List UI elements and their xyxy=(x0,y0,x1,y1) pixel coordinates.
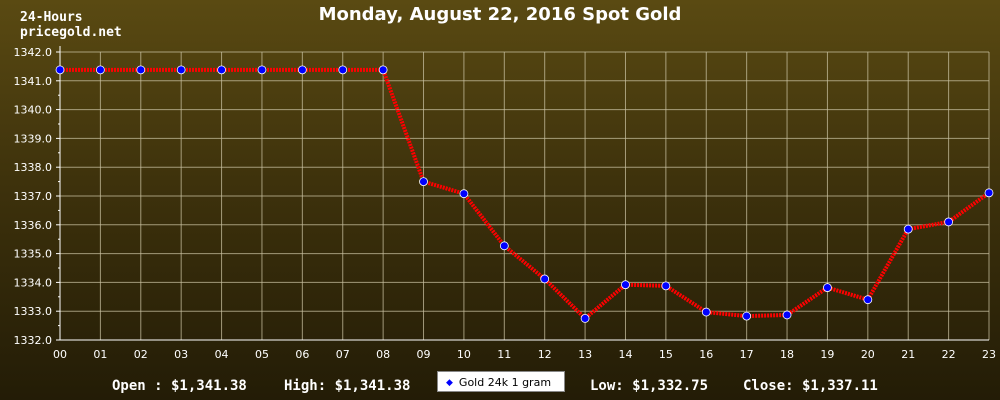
y-tick-label: 1335.0 xyxy=(14,248,53,261)
x-tick-label: 14 xyxy=(618,348,632,361)
y-tick-label: 1338.0 xyxy=(14,161,53,174)
data-point xyxy=(701,307,711,317)
data-point xyxy=(176,65,186,75)
x-tick-label: 12 xyxy=(538,348,552,361)
data-point xyxy=(863,295,873,305)
y-tick-label: 1339.0 xyxy=(14,132,53,145)
y-tick-label: 1342.0 xyxy=(14,46,53,59)
x-tick-label: 01 xyxy=(93,348,107,361)
data-point xyxy=(55,65,65,75)
x-tick-label: 09 xyxy=(417,348,431,361)
data-point xyxy=(580,313,590,323)
x-tick-label: 20 xyxy=(861,348,875,361)
y-tick-label: 1341.0 xyxy=(14,75,53,88)
data-point xyxy=(782,310,792,320)
data-point xyxy=(95,65,105,75)
data-point xyxy=(257,65,267,75)
x-tick-label: 15 xyxy=(659,348,673,361)
x-tick-label: 13 xyxy=(578,348,592,361)
y-tick-label: 1333.0 xyxy=(14,305,53,318)
data-point xyxy=(297,65,307,75)
data-point xyxy=(459,189,469,199)
x-tick-label: 05 xyxy=(255,348,269,361)
legend: ◆ Gold 24k 1 gram xyxy=(437,371,565,392)
x-tick-label: 19 xyxy=(820,348,834,361)
grid-layer xyxy=(59,51,990,341)
legend-label: Gold 24k 1 gram xyxy=(458,376,552,389)
x-tick-label: 04 xyxy=(215,348,229,361)
x-tick-label: 08 xyxy=(376,348,390,361)
data-point xyxy=(419,177,428,187)
data-point xyxy=(621,280,630,290)
x-tick-label: 17 xyxy=(740,348,754,361)
y-tick-label: 1336.0 xyxy=(14,219,53,232)
x-tick-label: 10 xyxy=(457,348,471,361)
data-point xyxy=(984,188,994,198)
y-tick-label: 1332.0 xyxy=(14,334,53,347)
x-tick-label: 11 xyxy=(497,348,511,361)
data-point xyxy=(903,224,913,234)
range-label: 24-Hours xyxy=(20,10,83,25)
data-point xyxy=(338,65,348,75)
high-price: High: $1,341.38 xyxy=(284,378,411,394)
data-point xyxy=(499,241,509,251)
axis-layer: 1332.0 1333.0 1334.0 1335.0 1336.0 1337.0 1338… xyxy=(14,46,996,361)
data-point xyxy=(136,65,146,75)
data-point xyxy=(661,281,671,291)
x-tick-label: 02 xyxy=(134,348,148,361)
line-layer xyxy=(60,67,991,321)
marker-layer xyxy=(55,65,994,323)
gold-price-chart: 1332.0 1333.0 1334.0 1335.0 1336.0 1337.0 1338… xyxy=(14,46,996,361)
x-tick-label: 18 xyxy=(780,348,794,361)
x-tick-label: 07 xyxy=(336,348,350,361)
data-point xyxy=(944,217,954,227)
x-tick-label: 23 xyxy=(982,348,996,361)
x-tick-label: 22 xyxy=(942,348,956,361)
x-tick-label: 06 xyxy=(295,348,309,361)
open-price: Open : $1,341.38 xyxy=(112,378,247,394)
site-name: pricegold.net xyxy=(20,25,122,40)
x-tick-label: 16 xyxy=(699,348,713,361)
data-point xyxy=(217,65,226,75)
x-tick-label: 03 xyxy=(174,348,188,361)
close-price: Close: $1,337.11 xyxy=(743,378,878,394)
y-tick-label: 1340.0 xyxy=(14,104,53,117)
data-point xyxy=(823,283,832,292)
x-tick-label: 00 xyxy=(53,348,67,361)
low-price: Low: $1,332.75 xyxy=(590,378,709,394)
x-tick-label: 21 xyxy=(901,348,915,361)
data-point xyxy=(378,65,388,75)
series-line xyxy=(60,67,991,321)
legend-marker-icon: ◆ xyxy=(446,378,453,388)
y-tick-label: 1334.0 xyxy=(14,276,53,289)
chart-title: Monday, August 22, 2016 Spot Gold xyxy=(318,4,682,25)
data-point xyxy=(540,274,550,284)
chart-header-left: 24-Hours pricegold.net xyxy=(20,10,122,40)
y-tick-label: 1337.0 xyxy=(14,190,53,203)
data-point xyxy=(742,311,752,321)
